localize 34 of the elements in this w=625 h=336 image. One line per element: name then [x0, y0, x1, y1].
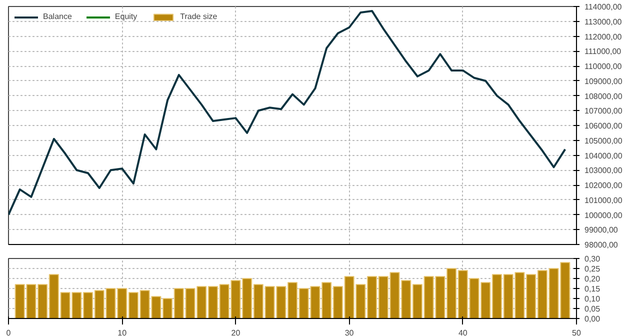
legend-label: Equity: [114, 12, 138, 21]
y-tick-label: 112000,00: [584, 32, 622, 42]
y-tick-label: 106000,00: [584, 122, 623, 130]
y-tick-label: 111000,00: [584, 47, 622, 56]
y-tick-label: 108000,00: [584, 92, 623, 101]
line-series: [8, 10, 566, 216]
y-tick-label: 98000,00: [584, 240, 618, 250]
y-tick-label: 0,30: [584, 254, 601, 264]
y-tick-label: 0,15: [584, 284, 601, 294]
y-tick-label: 0,10: [584, 294, 601, 304]
y-tick-label: 0,20: [584, 274, 601, 284]
x-tick-label: 0: [6, 328, 12, 336]
y-tick-label: 101000,00: [584, 196, 623, 205]
y-tick-label: 103000,00: [584, 166, 623, 176]
y-tick-label: 0,00: [584, 314, 601, 324]
y-tick-label: 109000,00: [584, 76, 623, 86]
legend-label: Balance: [43, 12, 72, 21]
y-tick-label: 0,05: [584, 304, 601, 314]
y-tick-label: 113000,00: [584, 17, 622, 26]
y-tick-label: 102000,00: [584, 181, 623, 190]
y-tick-label: 114000,00: [584, 2, 622, 12]
x-tick-label: 20: [231, 328, 241, 336]
y-tick-label: 104000,00: [584, 151, 623, 160]
y-tick-label: 110000,00: [584, 62, 622, 71]
x-tick-label: 50: [572, 328, 582, 336]
y-tick-label: 0,25: [584, 264, 601, 274]
x-tick-label: 40: [458, 328, 468, 336]
legend-label: Trade size: [180, 12, 218, 21]
x-tick-label: 10: [118, 328, 128, 336]
y-tick-label: 105000,00: [584, 136, 623, 146]
y-tick-label: 99000,00: [584, 226, 618, 235]
x-tick-label: 30: [344, 328, 354, 336]
y-tick-label: 100000,00: [584, 210, 623, 220]
y-tick-label: 107000,00: [584, 106, 623, 116]
